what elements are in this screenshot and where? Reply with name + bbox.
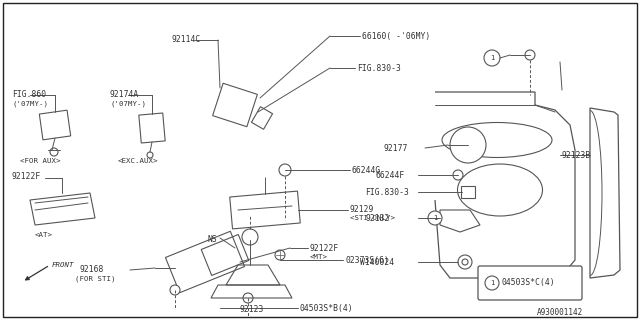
Text: 92168: 92168 bbox=[80, 265, 104, 274]
Circle shape bbox=[450, 127, 486, 163]
Text: <FOR AUX>: <FOR AUX> bbox=[20, 158, 61, 164]
Circle shape bbox=[275, 250, 285, 260]
Text: <AT>: <AT> bbox=[35, 232, 53, 238]
Text: FIG.830-3: FIG.830-3 bbox=[357, 64, 401, 73]
Text: A930001142: A930001142 bbox=[537, 308, 583, 317]
Circle shape bbox=[428, 211, 442, 225]
FancyBboxPatch shape bbox=[478, 266, 582, 300]
Text: 66244G: 66244G bbox=[352, 166, 381, 175]
Circle shape bbox=[147, 152, 153, 158]
Text: W140024: W140024 bbox=[360, 258, 394, 267]
Text: NS: NS bbox=[208, 235, 218, 244]
Text: 92122F: 92122F bbox=[310, 244, 339, 253]
Circle shape bbox=[242, 229, 258, 245]
Text: 92177: 92177 bbox=[384, 144, 408, 153]
Text: FIG.830-3: FIG.830-3 bbox=[365, 188, 409, 197]
Circle shape bbox=[279, 164, 291, 176]
Text: 1: 1 bbox=[433, 215, 437, 221]
Text: 04503S*C(4): 04503S*C(4) bbox=[502, 278, 556, 287]
Text: FRONT: FRONT bbox=[52, 262, 74, 268]
Text: 1: 1 bbox=[490, 55, 494, 61]
Circle shape bbox=[484, 50, 500, 66]
Text: <STI ONLY>: <STI ONLY> bbox=[350, 215, 395, 221]
Text: 66244F: 66244F bbox=[376, 171, 405, 180]
Text: 92123: 92123 bbox=[240, 305, 264, 314]
Text: 92174A: 92174A bbox=[110, 90, 140, 99]
Text: (FOR STI): (FOR STI) bbox=[75, 275, 115, 282]
Circle shape bbox=[525, 50, 535, 60]
Circle shape bbox=[462, 259, 468, 265]
Text: 04503S*B(4): 04503S*B(4) bbox=[300, 304, 354, 313]
Circle shape bbox=[243, 293, 253, 303]
Circle shape bbox=[485, 276, 499, 290]
Text: ('07MY-): ('07MY-) bbox=[12, 100, 48, 107]
Circle shape bbox=[50, 148, 58, 156]
Text: 92123B: 92123B bbox=[562, 151, 591, 160]
Text: <MT>: <MT> bbox=[310, 254, 328, 260]
Text: 66160( -'06MY): 66160( -'06MY) bbox=[362, 32, 430, 41]
Text: 92114C: 92114C bbox=[172, 35, 201, 44]
Text: 92129: 92129 bbox=[350, 205, 374, 214]
Text: <EXC.AUX>: <EXC.AUX> bbox=[118, 158, 159, 164]
Circle shape bbox=[458, 255, 472, 269]
Circle shape bbox=[170, 285, 180, 295]
Text: 02373S(6): 02373S(6) bbox=[345, 256, 389, 265]
Text: 1: 1 bbox=[490, 280, 494, 286]
Circle shape bbox=[453, 170, 463, 180]
Text: 92132: 92132 bbox=[365, 214, 389, 223]
Text: ('07MY-): ('07MY-) bbox=[110, 100, 146, 107]
Text: FIG.860: FIG.860 bbox=[12, 90, 46, 99]
Text: 92122F: 92122F bbox=[12, 172, 41, 181]
